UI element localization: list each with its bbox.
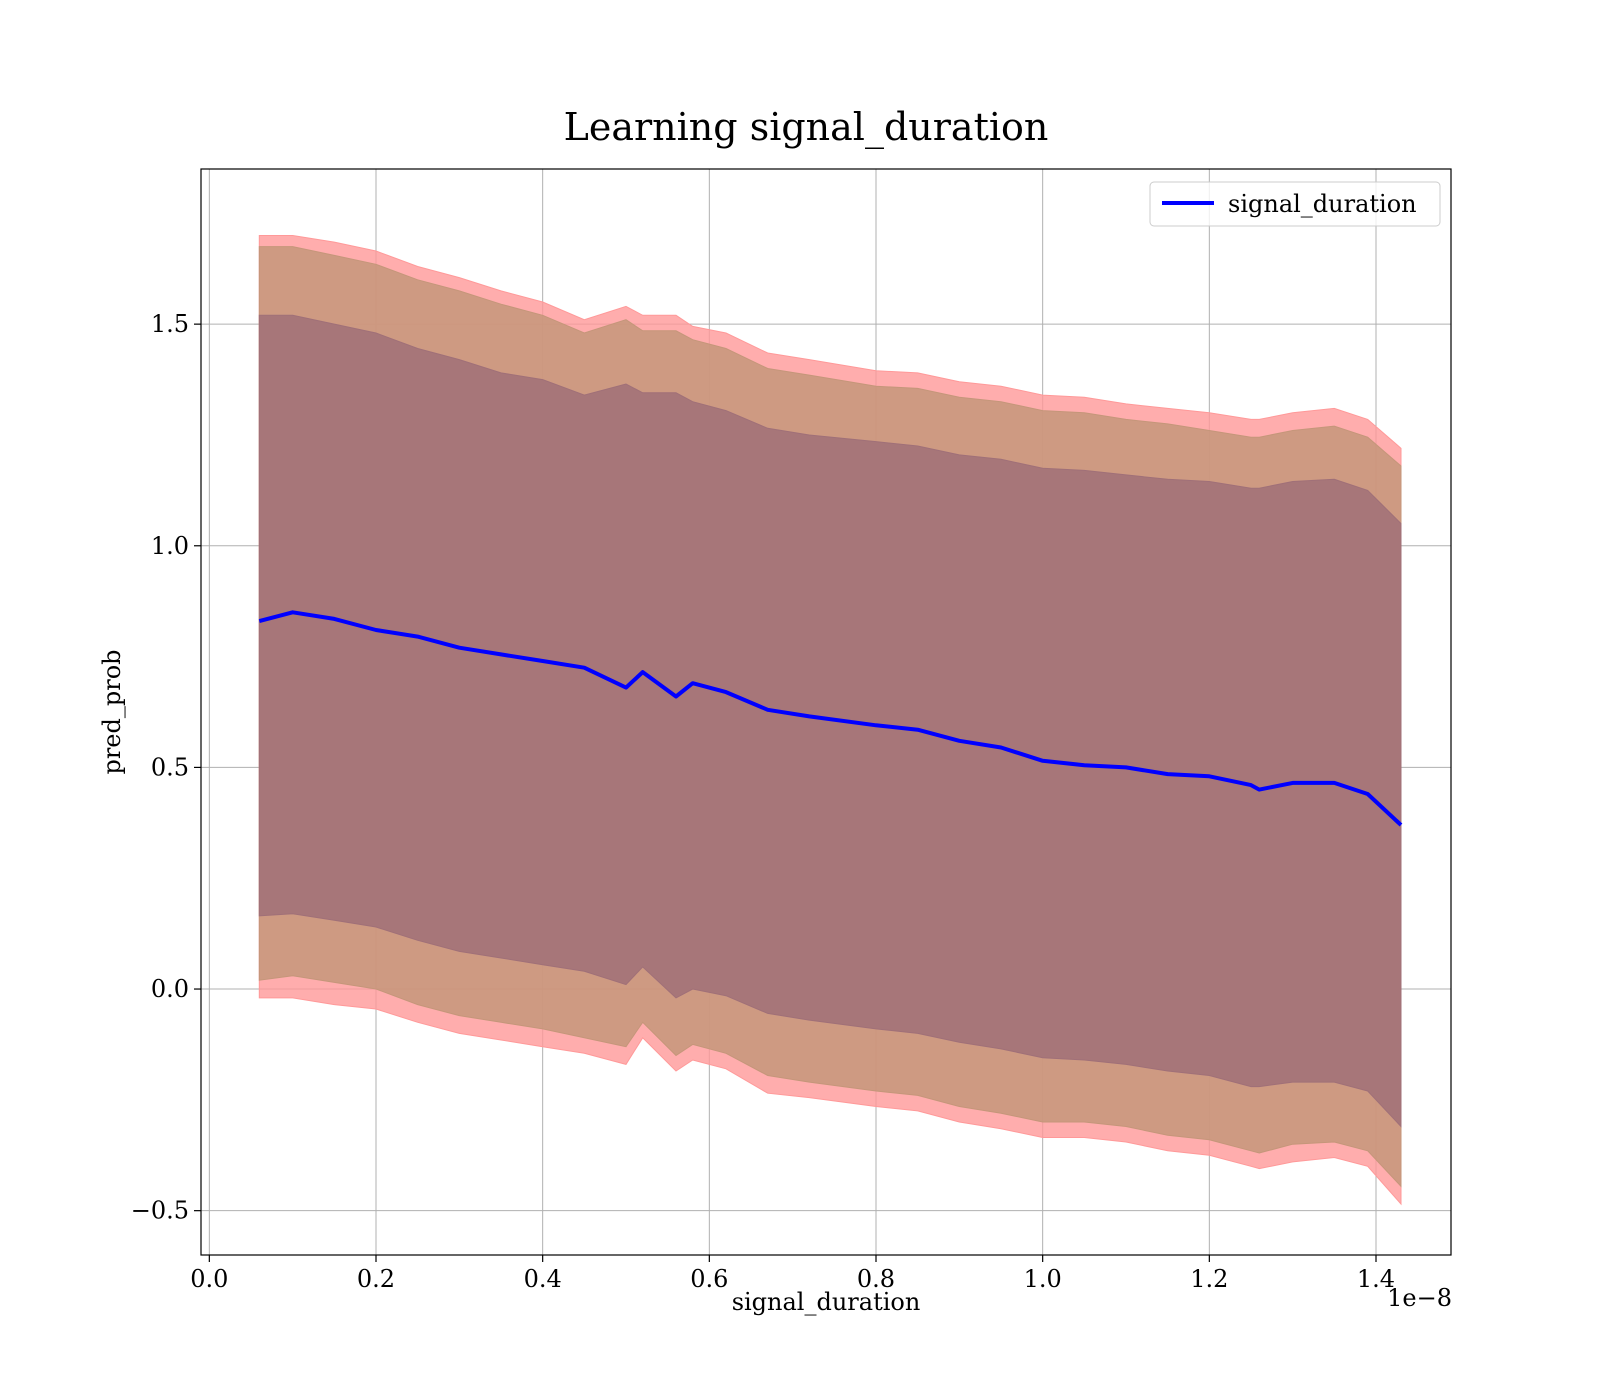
x-tick-label: 0.4	[524, 1265, 562, 1293]
plot-area	[201, 169, 1451, 1255]
x-axis-offset-text: 1e−8	[1387, 1284, 1452, 1312]
y-tick-label: 0.5	[151, 753, 189, 781]
legend: signal_duration	[1149, 181, 1441, 227]
x-tick-label: 1.4	[1357, 1265, 1395, 1293]
y-tick-label: 0.0	[151, 975, 189, 1003]
x-tick-label: 0.8	[857, 1265, 895, 1293]
chart-title: Learning signal_duration	[564, 105, 1049, 150]
x-tick-label: 0.2	[357, 1265, 395, 1293]
x-tick-label: 1.2	[1190, 1265, 1228, 1293]
legend-frame	[1149, 181, 1441, 227]
x-tick-label: 0.6	[690, 1265, 728, 1293]
axes: 0.0 0.2 0.4 0.6 0.8 1.0 1.2 1.4 −0.5 0.0 0.5 1.0 1.5	[131, 168, 1452, 1293]
x-axis-label: signal_duration	[732, 1288, 921, 1316]
x-tick-label: 1.0	[1024, 1265, 1062, 1293]
y-tick-label: 1.0	[151, 532, 189, 560]
y-tick-label: 1.5	[151, 310, 189, 338]
plot-frame	[200, 168, 1452, 1256]
legend-label: signal_duration	[1228, 190, 1417, 218]
x-tick-label: 0.0	[190, 1265, 228, 1293]
series-line-signal-duration	[258, 610, 1403, 827]
y-axis-label: pred_prob	[98, 649, 126, 774]
y-tick-label: −0.5	[131, 1197, 189, 1225]
